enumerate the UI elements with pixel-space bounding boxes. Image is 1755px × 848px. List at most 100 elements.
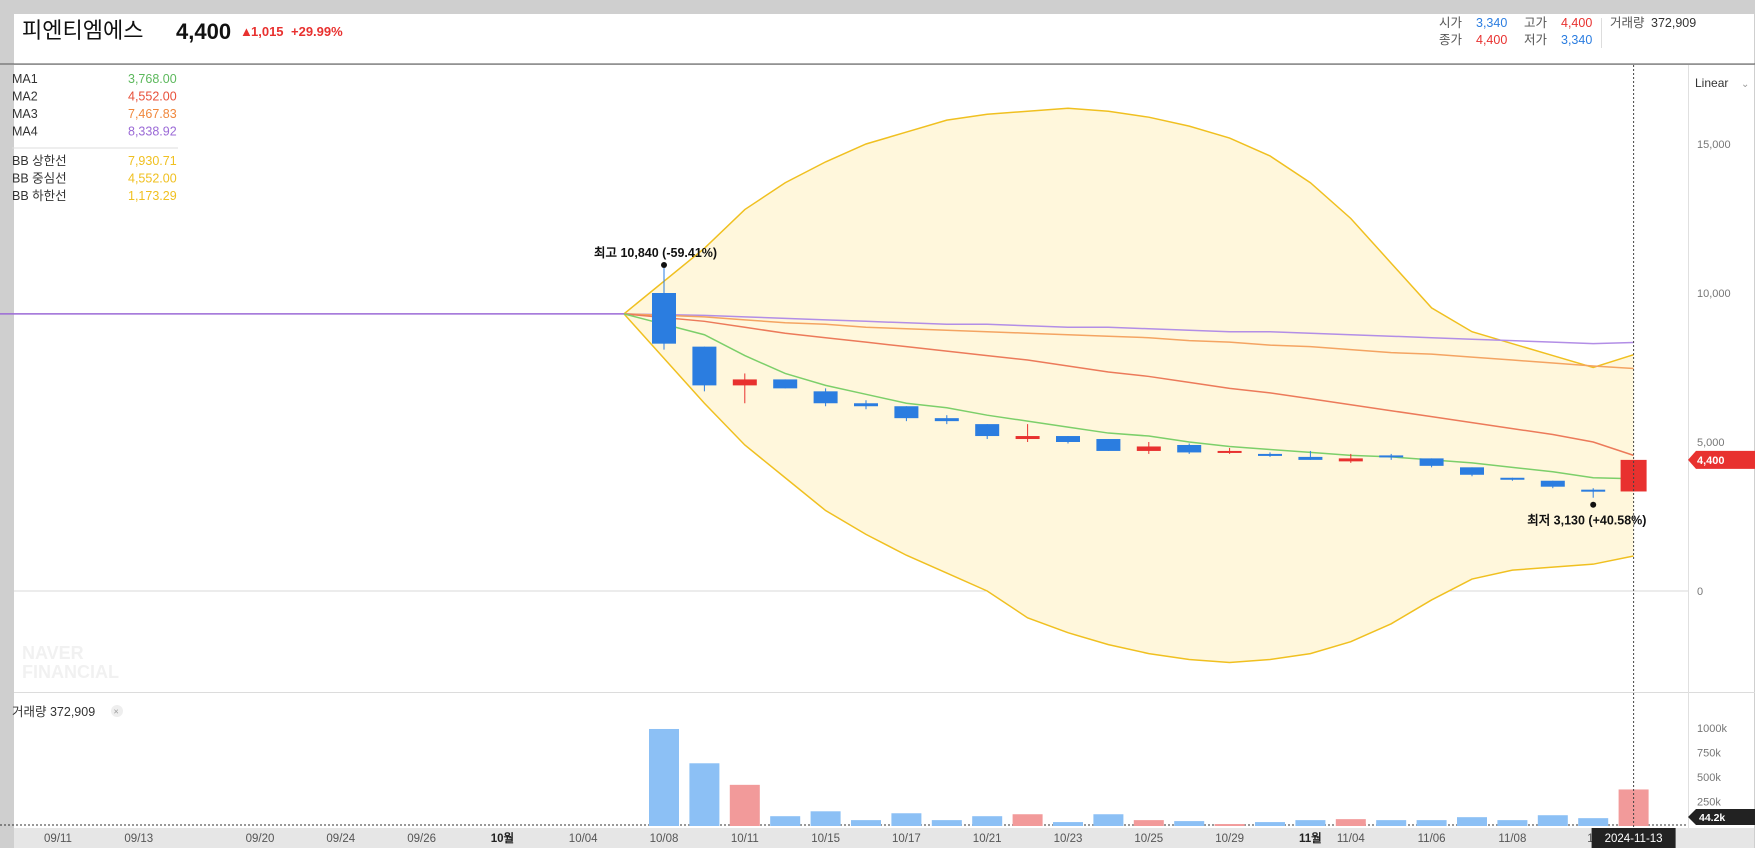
x-axis-tick: 11월 bbox=[1299, 831, 1322, 845]
x-axis-tick: 11/08 bbox=[1498, 833, 1526, 845]
price-axis-tick: 15,000 bbox=[1697, 139, 1731, 151]
high-annotation: 최고 10,840 (-59.41%) bbox=[594, 245, 717, 260]
change-up-arrow-icon: ▲ bbox=[240, 24, 253, 39]
volume-bar[interactable] bbox=[1537, 815, 1568, 826]
x-axis-tick: 10/23 bbox=[1054, 833, 1083, 845]
volume-current-tag-text: 44.2k bbox=[1699, 812, 1725, 824]
volume-bar[interactable] bbox=[1133, 820, 1164, 826]
volume-bar[interactable] bbox=[1376, 820, 1407, 826]
scale-mode-select[interactable]: Linear bbox=[1695, 76, 1728, 90]
volume-current-tag bbox=[1688, 809, 1755, 825]
volume-bar[interactable] bbox=[931, 820, 962, 826]
watermark-logo-2: FINANCIAL bbox=[22, 662, 119, 682]
low-label: 저가 bbox=[1524, 33, 1548, 47]
volume-bar[interactable] bbox=[1012, 814, 1043, 826]
volume-bar[interactable] bbox=[1053, 822, 1083, 826]
legend-label: BB 상한선 bbox=[12, 154, 67, 168]
volume-bar[interactable] bbox=[1416, 820, 1447, 826]
candle-body[interactable] bbox=[1298, 456, 1323, 460]
high-value: 4,400 bbox=[1561, 16, 1592, 30]
candle-body[interactable] bbox=[1460, 467, 1484, 475]
volume-bar[interactable] bbox=[689, 763, 720, 826]
x-axis-tick: 10/11 bbox=[731, 833, 759, 845]
close-icon[interactable]: × bbox=[114, 707, 119, 717]
volume-bar[interactable] bbox=[770, 816, 801, 826]
volume-bar[interactable] bbox=[1093, 814, 1124, 826]
candle-body[interactable] bbox=[1056, 436, 1080, 442]
volume-bar[interactable] bbox=[649, 728, 679, 826]
candle-body[interactable] bbox=[975, 424, 1000, 437]
candle-body[interactable] bbox=[1419, 458, 1444, 466]
candle-body[interactable] bbox=[1096, 439, 1121, 451]
volume-bar[interactable] bbox=[972, 816, 1003, 826]
candle-body[interactable] bbox=[1379, 455, 1404, 458]
volume-bar[interactable] bbox=[810, 811, 841, 826]
x-axis-tick: 10월 bbox=[491, 831, 514, 845]
candle-body[interactable] bbox=[732, 379, 757, 386]
x-axis-tick: 10/17 bbox=[892, 833, 921, 845]
candle-body[interactable] bbox=[1015, 436, 1040, 440]
candle-body[interactable] bbox=[1540, 480, 1565, 487]
volume-label: 거래량 bbox=[1610, 16, 1645, 30]
volume-bar[interactable] bbox=[1335, 819, 1366, 826]
ma4-line bbox=[623, 313, 1634, 345]
price-axis-tick: 10,000 bbox=[1697, 288, 1731, 300]
candle-body[interactable] bbox=[934, 418, 959, 422]
candle-body[interactable] bbox=[854, 403, 878, 407]
remove-volume-button[interactable] bbox=[111, 705, 123, 717]
legend-value: 1,173.29 bbox=[128, 189, 177, 203]
stock-name: 피엔티엠에스 bbox=[22, 18, 143, 43]
candle-body[interactable] bbox=[813, 391, 838, 404]
candle-body[interactable] bbox=[773, 379, 798, 389]
volume-bar[interactable] bbox=[1578, 818, 1609, 826]
volume-bar[interactable] bbox=[729, 784, 760, 826]
volume-bar[interactable] bbox=[1497, 820, 1528, 826]
volume-bar[interactable] bbox=[891, 813, 922, 826]
low-annotation: 최저 3,130 (+40.58%) bbox=[1527, 513, 1646, 528]
price-axis-tick: 0 bbox=[1697, 586, 1703, 598]
low-marker bbox=[1590, 501, 1597, 508]
candle-body[interactable] bbox=[1581, 489, 1606, 492]
legend-value: 7,930.71 bbox=[128, 154, 177, 168]
volume-panel[interactable] bbox=[14, 693, 1754, 828]
x-axis-tick: 10/15 bbox=[811, 833, 840, 845]
bb-lower-line bbox=[623, 313, 1634, 664]
close-label: 종가 bbox=[1439, 33, 1463, 47]
volume-bar[interactable] bbox=[1174, 821, 1205, 826]
candle-body[interactable] bbox=[1338, 458, 1363, 462]
current-price-tag-text: 4,400 bbox=[1697, 455, 1725, 467]
candle-body[interactable] bbox=[1217, 450, 1242, 453]
volume-bar[interactable] bbox=[851, 820, 881, 826]
candle-body[interactable] bbox=[692, 346, 717, 386]
volume-axis-tick: 500k bbox=[1697, 772, 1721, 784]
open-label: 시가 bbox=[1439, 16, 1463, 30]
candle-body[interactable] bbox=[1258, 453, 1282, 456]
x-axis-tick: 10/29 bbox=[1215, 833, 1244, 845]
chevron-down-icon[interactable]: ⌄ bbox=[1741, 79, 1749, 90]
crosshair-date: 2024-11-13 bbox=[1605, 833, 1663, 845]
x-axis-tick: 11/04 bbox=[1337, 833, 1366, 845]
candle-body[interactable] bbox=[652, 293, 676, 344]
legend-label: BB 중심선 bbox=[12, 172, 67, 186]
crosshair-date-box bbox=[1591, 828, 1676, 848]
volume-bar[interactable] bbox=[1255, 822, 1285, 826]
price-change: 1,015 bbox=[251, 24, 284, 39]
x-axis-tick: 09/26 bbox=[407, 833, 436, 845]
volume-bar[interactable] bbox=[1214, 824, 1245, 826]
candle-body[interactable] bbox=[1500, 477, 1525, 480]
ma3-line bbox=[623, 313, 1634, 370]
candle-body[interactable] bbox=[1177, 444, 1202, 453]
ma2-line bbox=[623, 313, 1634, 457]
volume-bar[interactable] bbox=[1457, 817, 1487, 826]
volume-bar[interactable] bbox=[1295, 820, 1326, 826]
legend-value: 3,768.00 bbox=[128, 72, 177, 86]
x-axis-tick: 09/20 bbox=[246, 833, 275, 845]
volume-value: 372,909 bbox=[1651, 16, 1696, 30]
volume-axis-tick: 1000k bbox=[1697, 723, 1727, 735]
low-value: 3,340 bbox=[1561, 33, 1592, 47]
volume-bar[interactable] bbox=[1618, 789, 1649, 826]
price-axis-tick: 5,000 bbox=[1697, 437, 1725, 449]
candle-body[interactable] bbox=[894, 406, 919, 419]
candle-body[interactable] bbox=[1136, 446, 1161, 451]
